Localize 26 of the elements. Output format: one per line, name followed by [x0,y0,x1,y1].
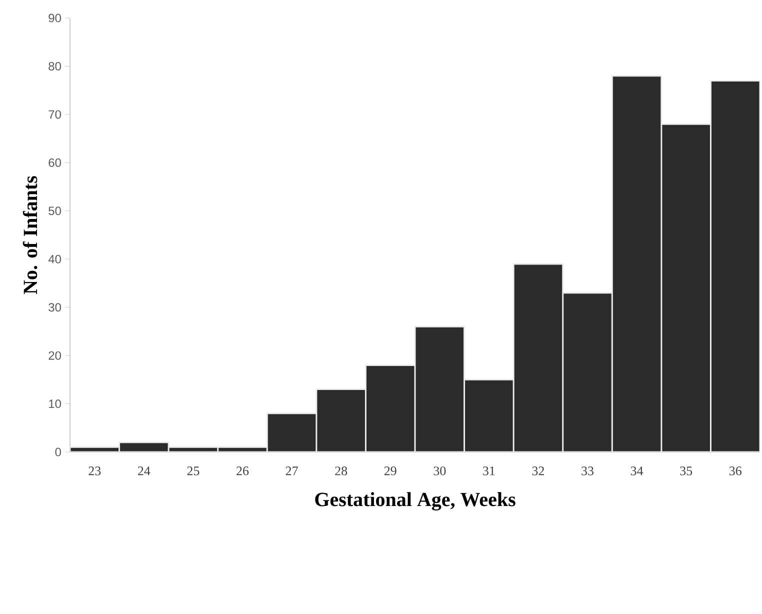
y-tick-label: 50 [48,206,62,216]
x-tick-label: 26 [236,466,249,476]
x-tick-label: 33 [582,466,594,476]
x-tick-label: 32 [532,466,544,476]
x-tick-label: 31 [483,466,495,476]
x-tick-label: 23 [88,466,101,476]
y-tick-label: 60 [48,158,62,167]
x-axis-title: Gestational Age, Weeks [315,492,516,510]
y-tick-label: 80 [48,62,62,70]
y-tick-label: 90 [48,14,62,22]
x-tick-label: 30 [434,466,446,476]
y-tick-label: 70 [48,110,62,119]
x-tick-label: 24 [138,466,150,476]
x-tick-label: 29 [384,466,396,476]
x-tick-label: 28 [335,466,348,476]
y-tick-label: 20 [48,351,62,360]
x-tick-label: 25 [187,466,200,476]
y-tick-label: 40 [48,254,62,264]
x-tick-label: 27 [286,466,298,476]
x-tick-label: 36 [729,466,742,476]
y-tick-label: 0 [55,448,62,456]
x-tick-label: 35 [680,466,692,476]
y-tick-label: 10 [49,400,62,408]
y-axis-title: No. of Infants [22,176,38,294]
x-tick-label: 34 [630,466,644,476]
y-tick-label: 30 [48,303,62,312]
